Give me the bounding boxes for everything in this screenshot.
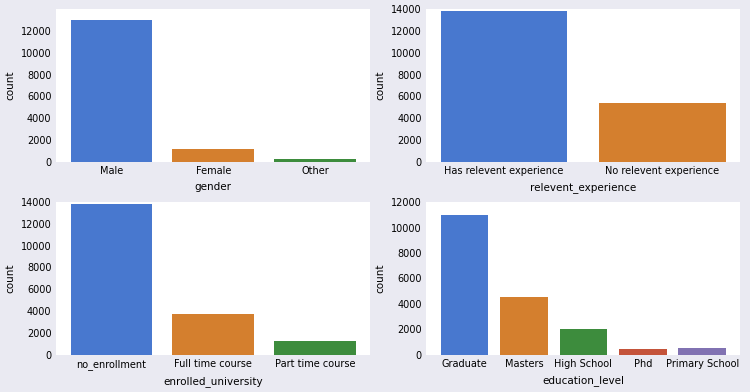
Bar (70, 20, 152, 162)
Bar (274, 341, 356, 354)
Bar (172, 314, 254, 354)
X-axis label: gender: gender (195, 182, 232, 192)
Y-axis label: count: count (375, 71, 386, 100)
X-axis label: relevent_experience: relevent_experience (530, 182, 637, 193)
Y-axis label: count: count (375, 263, 386, 293)
Y-axis label: count: count (5, 71, 15, 100)
Bar (500, 298, 548, 354)
Y-axis label: count: count (5, 263, 15, 293)
Bar (599, 103, 726, 162)
Bar (172, 149, 254, 162)
X-axis label: education_level: education_level (542, 375, 624, 386)
Bar (560, 329, 607, 354)
Bar (679, 348, 726, 354)
X-axis label: enrolled_university: enrolled_university (164, 376, 263, 387)
Bar (619, 349, 667, 354)
Bar (70, 204, 152, 354)
Bar (441, 11, 568, 162)
Bar (441, 215, 488, 354)
Bar (274, 160, 356, 162)
